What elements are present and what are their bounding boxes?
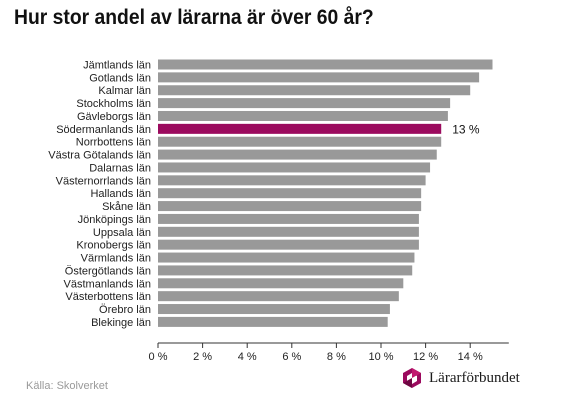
data-label-highlight: 13 % bbox=[452, 122, 480, 136]
hexagon-logo-icon bbox=[403, 368, 421, 388]
category-label-16: Värmlands län bbox=[81, 253, 151, 265]
x-tick-label-5: 10 % bbox=[368, 351, 393, 363]
bar-9 bbox=[158, 162, 431, 173]
bar-14 bbox=[158, 226, 419, 237]
bar-11 bbox=[158, 188, 422, 199]
category-label-17: Östergötlands län bbox=[65, 265, 151, 277]
x-tick-label-6: 12 % bbox=[413, 351, 438, 363]
category-label-7: Norrbottens län bbox=[76, 137, 151, 149]
category-label-15: Kronobergs län bbox=[76, 240, 151, 252]
x-tick-label-2: 4 % bbox=[238, 351, 257, 363]
source-label: Källa: Skolverket bbox=[26, 380, 108, 392]
category-label-14: Uppsala län bbox=[93, 227, 151, 239]
category-label-8: Västra Götalands län bbox=[48, 150, 151, 162]
bar-10 bbox=[158, 175, 426, 186]
x-tick-label-3: 6 % bbox=[282, 351, 301, 363]
category-label-2: Gotlands län bbox=[89, 72, 151, 84]
lararforbundet-logo: Lärarförbundet bbox=[401, 367, 520, 389]
category-label-12: Skåne län bbox=[102, 201, 151, 213]
bar-8 bbox=[158, 149, 437, 160]
bar-12 bbox=[158, 201, 422, 212]
bar-13 bbox=[158, 213, 419, 224]
bar-15 bbox=[158, 239, 419, 250]
category-label-9: Dalarnas län bbox=[89, 162, 151, 174]
category-label-18: Västmanlands län bbox=[64, 278, 151, 290]
logo-text: Lärarförbundet bbox=[429, 369, 520, 386]
category-label-10: Västernorrlands län bbox=[56, 175, 151, 187]
category-label-21: Blekinge län bbox=[91, 317, 151, 329]
category-label-4: Stockholms län bbox=[76, 98, 151, 110]
x-tick-label-7: 14 % bbox=[458, 351, 483, 363]
bar-3 bbox=[158, 85, 471, 96]
category-label-1: Jämtlands län bbox=[83, 60, 151, 72]
bar-17 bbox=[158, 265, 413, 276]
chart-title: Hur stor andel av lärarna är över 60 år? bbox=[14, 6, 374, 29]
category-label-3: Kalmar län bbox=[98, 85, 151, 97]
category-label-19: Västerbottens län bbox=[65, 291, 151, 303]
bar-21 bbox=[158, 316, 388, 327]
bar-1 bbox=[158, 59, 493, 70]
x-tick-label-0: 0 % bbox=[149, 351, 168, 363]
bar-7 bbox=[158, 136, 442, 147]
bar-4 bbox=[158, 98, 451, 109]
category-label-13: Jönköpings län bbox=[78, 214, 151, 226]
category-label-20: Örebro län bbox=[99, 304, 151, 316]
x-tick-label-4: 8 % bbox=[327, 351, 346, 363]
category-label-6: Södermanlands län bbox=[56, 124, 151, 136]
bar-20 bbox=[158, 304, 390, 315]
bar-18 bbox=[158, 278, 404, 289]
x-tick-label-1: 2 % bbox=[193, 351, 212, 363]
bar-6 bbox=[158, 123, 442, 134]
bar-16 bbox=[158, 252, 415, 263]
bar-2 bbox=[158, 72, 480, 83]
bar-5 bbox=[158, 110, 448, 121]
bar-19 bbox=[158, 291, 399, 302]
category-label-11: Hallands län bbox=[90, 188, 151, 200]
category-label-5: Gävleborgs län bbox=[77, 111, 151, 123]
